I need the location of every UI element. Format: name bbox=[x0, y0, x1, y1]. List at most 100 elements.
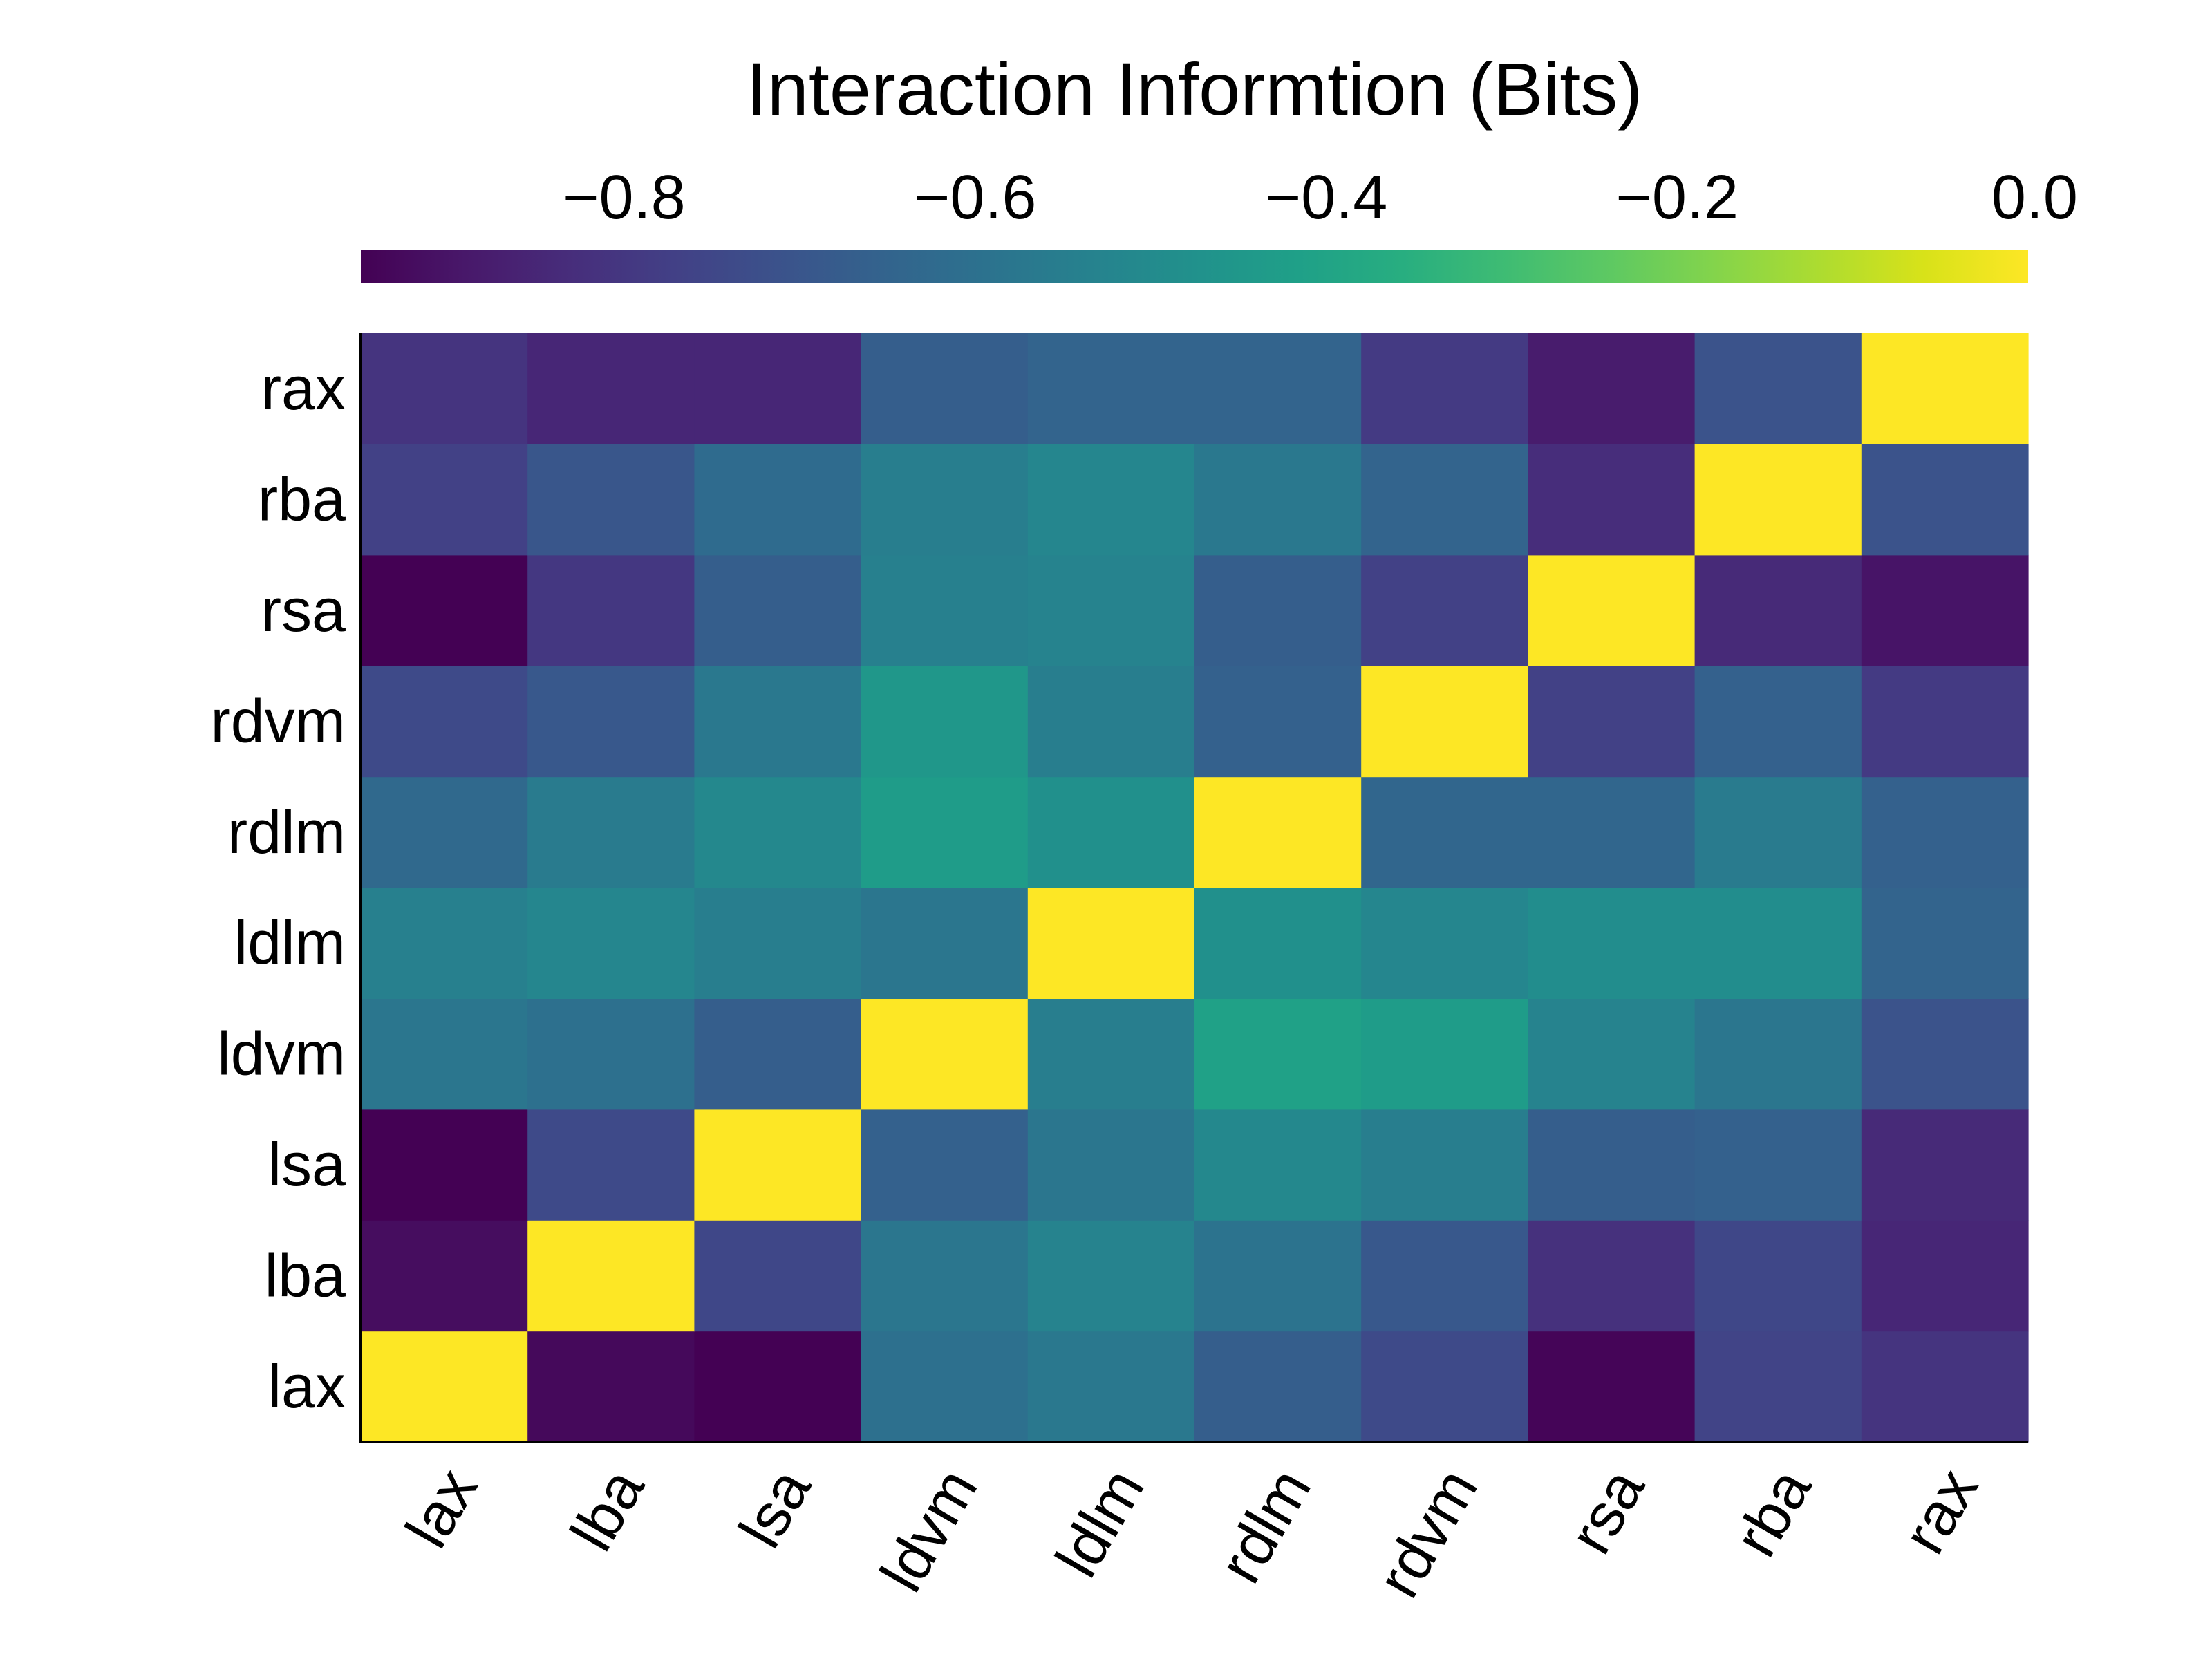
heatmap-cell-rsa-ldlm bbox=[1027, 554, 1195, 666]
heatmap-cell-ldvm-lsa bbox=[694, 998, 862, 1110]
heatmap-cell-rdlm-lba bbox=[527, 776, 695, 888]
heatmap-cell-rdlm-ldlm bbox=[1027, 776, 1195, 888]
heatmap-cell-rdvm-rsa bbox=[1528, 666, 1696, 778]
colorbar-ticks: −0.8 −0.6 −0.4 −0.2 0.0 bbox=[563, 163, 2078, 232]
heatmap-cell-rdlm-lax bbox=[361, 776, 528, 888]
heatmap-cell-ldlm-lsa bbox=[694, 888, 862, 999]
heatmap-cell-rba-lba bbox=[527, 444, 695, 556]
heatmap-cell-rsa-rsa bbox=[1528, 554, 1696, 666]
heatmap-cell-rsa-lax bbox=[361, 554, 528, 666]
heatmap-cell-ldvm-lba bbox=[527, 998, 695, 1110]
heatmap-cell-rax-rdlm bbox=[1194, 333, 1362, 444]
heatmap-cell-ldvm-rax bbox=[1861, 998, 2029, 1110]
heatmap-cell-rsa-rba bbox=[1694, 554, 1862, 666]
heatmap-cell-rax-rsa bbox=[1528, 333, 1696, 444]
heatmap-cell-rdvm-rax bbox=[1861, 666, 2029, 778]
heatmap-cell-lba-ldvm bbox=[861, 1220, 1029, 1332]
heatmap-cell-lba-rax bbox=[1861, 1220, 2029, 1332]
x-tick-label: ldlm bbox=[1042, 1457, 1156, 1588]
heatmap-cell-lsa-ldlm bbox=[1027, 1109, 1195, 1221]
heatmap-cell-lsa-rdlm bbox=[1194, 1109, 1362, 1221]
heatmap-cell-lax-lba bbox=[527, 1331, 695, 1443]
heatmap-cell-lsa-ldvm bbox=[861, 1109, 1029, 1221]
heatmap-cell-rax-lba bbox=[527, 333, 695, 444]
heatmap-cell-rdvm-lsa bbox=[694, 666, 862, 778]
y-tick-label: lax bbox=[268, 1352, 346, 1421]
heatmap-cell-lax-rdvm bbox=[1361, 1331, 1528, 1443]
heatmap-cell-rba-rba bbox=[1694, 444, 1862, 556]
heatmap-cell-ldvm-rdlm bbox=[1194, 998, 1362, 1110]
heatmap-cell-lba-ldlm bbox=[1027, 1220, 1195, 1332]
heatmap-cell-rdlm-rdvm bbox=[1361, 776, 1528, 888]
x-tick-label: rax bbox=[1889, 1457, 1991, 1564]
heatmap-cell-ldvm-ldvm bbox=[861, 998, 1029, 1110]
heatmap-cell-rba-rdlm bbox=[1194, 444, 1362, 556]
heatmap-cell-ldlm-lba bbox=[527, 888, 695, 999]
heatmap-cell-rba-ldvm bbox=[861, 444, 1029, 556]
heatmap-cell-lba-rdlm bbox=[1194, 1220, 1362, 1332]
heatmap-cell-lax-rsa bbox=[1528, 1331, 1696, 1443]
heatmap-cell-lba-lax bbox=[361, 1220, 528, 1332]
heatmap-cells bbox=[361, 333, 2029, 1443]
heatmap-cell-rdlm-rax bbox=[1861, 776, 2029, 888]
heatmap-cell-rdlm-rsa bbox=[1528, 776, 1696, 888]
heatmap-cell-ldvm-rba bbox=[1694, 998, 1862, 1110]
heatmap-cell-lax-rdlm bbox=[1194, 1331, 1362, 1443]
heatmap-cell-rsa-rdvm bbox=[1361, 554, 1528, 666]
heatmap-cell-lsa-rba bbox=[1694, 1109, 1862, 1221]
heatmap-cell-rax-rba bbox=[1694, 333, 1862, 444]
x-tick-label: lsa bbox=[725, 1457, 823, 1559]
heatmap-cell-rax-ldvm bbox=[861, 333, 1029, 444]
heatmap-cell-rdvm-ldvm bbox=[861, 666, 1029, 778]
x-tick-label: ldvm bbox=[867, 1457, 991, 1602]
heatmap-cell-lsa-lsa bbox=[694, 1109, 862, 1221]
heatmap-cell-rdvm-rdvm bbox=[1361, 666, 1528, 778]
x-tick-label: rdlm bbox=[1206, 1457, 1324, 1594]
heatmap-cell-rba-lax bbox=[361, 444, 528, 556]
heatmap-cell-rba-lsa bbox=[694, 444, 862, 556]
heatmap-cell-rdlm-rdlm bbox=[1194, 776, 1362, 888]
heatmap-cell-rdlm-ldvm bbox=[861, 776, 1029, 888]
heatmap-cell-lax-rba bbox=[1694, 1331, 1862, 1443]
colorbar-tick-label: −0.4 bbox=[1265, 163, 1388, 232]
heatmap-cell-rsa-lsa bbox=[694, 554, 862, 666]
heatmap-cell-rdvm-rdlm bbox=[1194, 666, 1362, 778]
x-tick-label: rdvm bbox=[1364, 1457, 1491, 1609]
heatmap-cell-lax-lax bbox=[361, 1331, 528, 1443]
y-tick-label: rax bbox=[261, 354, 346, 422]
heatmap-cell-ldlm-rax bbox=[1861, 888, 2029, 999]
heatmap-cell-rba-rdvm bbox=[1361, 444, 1528, 556]
heatmap-cell-rdlm-rba bbox=[1694, 776, 1862, 888]
heatmap-cell-lax-ldvm bbox=[861, 1331, 1029, 1443]
x-tick-label: rsa bbox=[1556, 1457, 1658, 1564]
heatmap-cell-lba-lsa bbox=[694, 1220, 862, 1332]
heatmap-cell-rsa-lba bbox=[527, 554, 695, 666]
heatmap-cell-lsa-lba bbox=[527, 1109, 695, 1221]
x-tick-labels: lax lba lsa ldvm ldlm rdlm rdvm rsa rba rax bbox=[392, 1457, 1991, 1609]
heatmap-cell-ldlm-ldlm bbox=[1027, 888, 1195, 999]
heatmap-cell-rsa-rax bbox=[1861, 554, 2029, 666]
heatmap-cell-lsa-rax bbox=[1861, 1109, 2029, 1221]
heatmap-cell-ldlm-lax bbox=[361, 888, 528, 999]
heatmap-cell-rba-rax bbox=[1861, 444, 2029, 556]
colorbar bbox=[361, 250, 2028, 283]
heatmap-cell-rdvm-lba bbox=[527, 666, 695, 778]
y-tick-label: rdvm bbox=[210, 686, 346, 755]
y-tick-label: rba bbox=[258, 465, 346, 534]
x-tick-label: lax bbox=[392, 1457, 490, 1559]
heatmap-cell-lax-rax bbox=[1861, 1331, 2029, 1443]
heatmap-axes bbox=[359, 333, 2028, 1443]
heatmap-cell-rax-rax bbox=[1861, 333, 2029, 444]
heatmap-cell-lba-rsa bbox=[1528, 1220, 1696, 1332]
heatmap-cell-rsa-ldvm bbox=[861, 554, 1029, 666]
y-tick-label: ldvm bbox=[217, 1020, 346, 1088]
x-tick-label: lba bbox=[557, 1457, 657, 1562]
y-tick-labels: lax lba lsa ldvm ldlm rdlm rdvm rsa rba rax bbox=[210, 354, 346, 1421]
y-tick-label: ldlm bbox=[234, 908, 346, 977]
y-tick-label: lba bbox=[265, 1241, 346, 1309]
heatmap-cell-lba-lba bbox=[527, 1220, 695, 1332]
heatmap-cell-lax-ldlm bbox=[1027, 1331, 1195, 1443]
heatmap-cell-ldvm-rdvm bbox=[1361, 998, 1528, 1110]
colorbar-label: Interaction Informtion (Bits) bbox=[747, 47, 1642, 131]
heatmap-cell-lsa-rsa bbox=[1528, 1109, 1696, 1221]
